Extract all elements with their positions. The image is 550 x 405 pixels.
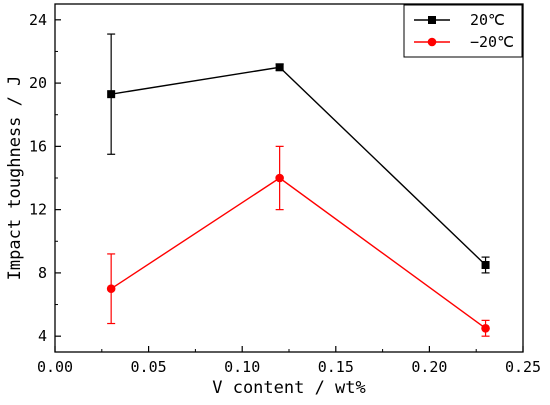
series-line <box>110 177 486 329</box>
y-tick-label: 20 <box>29 74 47 92</box>
legend-entry-2: −20℃ <box>414 33 514 51</box>
y-tick-label: 8 <box>38 264 47 282</box>
data-point <box>481 261 490 269</box>
legend-box <box>403 4 523 58</box>
legend-label: −20℃ <box>470 33 514 51</box>
x-tick-label: 0.05 <box>131 358 167 376</box>
data-point <box>275 63 284 72</box>
x-tick-label: 0.00 <box>37 358 73 376</box>
legend-marker <box>428 16 436 24</box>
legend-label: 20℃ <box>470 11 505 29</box>
series-layer <box>106 33 490 337</box>
data-point <box>107 90 116 99</box>
series-2 <box>106 145 490 337</box>
x-tick-label: 0.25 <box>505 358 541 376</box>
y-tick-label: 4 <box>38 327 47 345</box>
legend-marker <box>427 37 437 47</box>
y-axis-title: Impact toughness / J <box>5 76 25 281</box>
axes: 0.00 0.05 0.10 0.15 0.20 0.25 4 8 12 16 20 24 V cont… <box>5 3 541 398</box>
data-point <box>481 323 490 333</box>
series-line <box>111 66 487 266</box>
y-tick-label: 24 <box>29 11 47 29</box>
legend-entry-1: 20℃ <box>414 11 505 29</box>
data-point <box>106 284 116 294</box>
x-tick-label: 0.15 <box>318 358 354 376</box>
x-tick-label: 0.20 <box>411 358 447 376</box>
data-point <box>275 173 284 183</box>
series-1 <box>107 33 490 274</box>
y-tick-label: 16 <box>29 137 47 155</box>
x-tick-label: 0.10 <box>224 358 260 376</box>
legend: 20℃ −20℃ <box>403 4 523 58</box>
x-axis-title: V content / wt% <box>212 378 366 398</box>
y-tick-label: 12 <box>29 201 47 219</box>
